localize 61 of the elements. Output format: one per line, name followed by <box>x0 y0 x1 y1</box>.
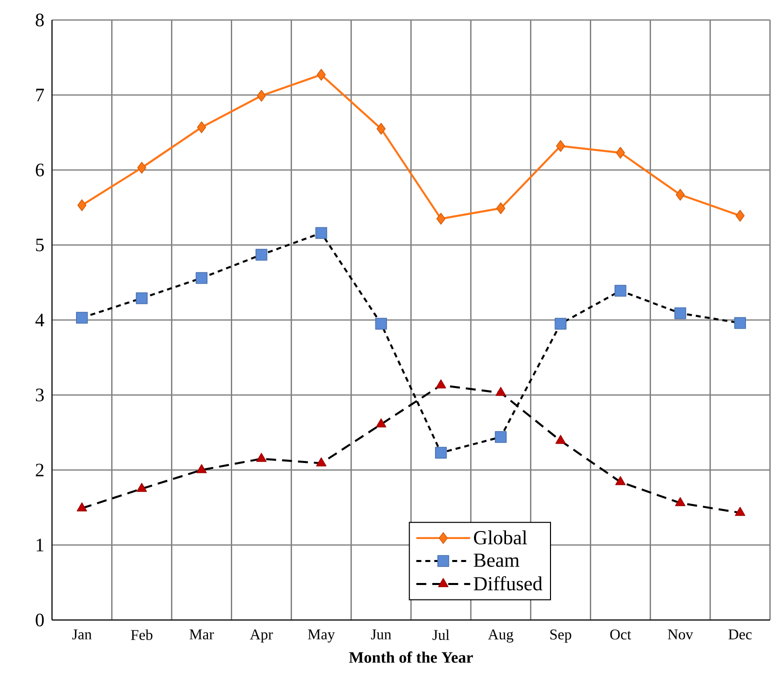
legend-label: Beam <box>474 554 520 567</box>
x-tick-label: Jul <box>432 630 450 640</box>
point <box>496 202 506 214</box>
point <box>736 210 745 222</box>
point <box>196 272 208 284</box>
point <box>196 464 207 474</box>
legend-label: Diffused <box>474 576 542 590</box>
point <box>436 379 446 388</box>
point <box>375 318 387 330</box>
x-tick-label: Mar <box>190 630 214 640</box>
x-tick-label: Oct <box>610 630 632 640</box>
point <box>616 146 625 159</box>
point <box>256 90 266 102</box>
point <box>256 248 268 261</box>
point <box>676 188 685 201</box>
point <box>555 434 566 444</box>
point <box>76 502 88 512</box>
x-axis-title: Month of the Year <box>349 651 473 663</box>
x-tick-label: Apr <box>250 630 273 643</box>
point <box>376 122 386 135</box>
x-tick-label: Sep <box>550 630 572 643</box>
y-tick-label: 4 <box>35 314 44 326</box>
point <box>315 227 328 239</box>
y-tick-label: 0 <box>36 614 44 626</box>
x-tick-label: Jun <box>371 630 392 640</box>
point <box>316 457 326 466</box>
point <box>376 418 386 428</box>
point <box>137 162 146 174</box>
point <box>734 506 746 516</box>
point <box>76 312 88 324</box>
point <box>316 68 326 81</box>
x-tick-label: Nov <box>668 630 694 640</box>
y-tick-label: 6 <box>36 164 44 176</box>
point <box>436 212 446 225</box>
legend-label: Global <box>474 530 528 544</box>
point <box>496 386 506 396</box>
y-tick-label: 2 <box>36 464 44 476</box>
point <box>197 121 206 134</box>
y-tick-label: 3 <box>36 388 44 402</box>
point <box>734 317 746 329</box>
point <box>77 199 86 212</box>
point <box>614 284 626 297</box>
x-tick-label: May <box>308 630 335 642</box>
y-tick-label: 5 <box>36 238 44 252</box>
point <box>136 292 148 304</box>
point <box>615 476 626 486</box>
x-tick-label: Jan <box>72 630 92 640</box>
y-tick-label: 8 <box>36 14 44 26</box>
x-tick-label: Dec <box>728 630 752 640</box>
point <box>556 140 566 152</box>
point <box>494 431 507 443</box>
y-tick-label: 1 <box>36 538 44 552</box>
x-tick-label: Aug <box>488 630 514 643</box>
point <box>674 307 686 320</box>
point <box>554 318 566 330</box>
point <box>256 452 267 462</box>
x-tick-label: Feb <box>130 630 152 640</box>
y-tick-label: 7 <box>36 88 44 102</box>
point <box>435 446 447 459</box>
point <box>675 497 686 506</box>
point <box>136 482 147 492</box>
